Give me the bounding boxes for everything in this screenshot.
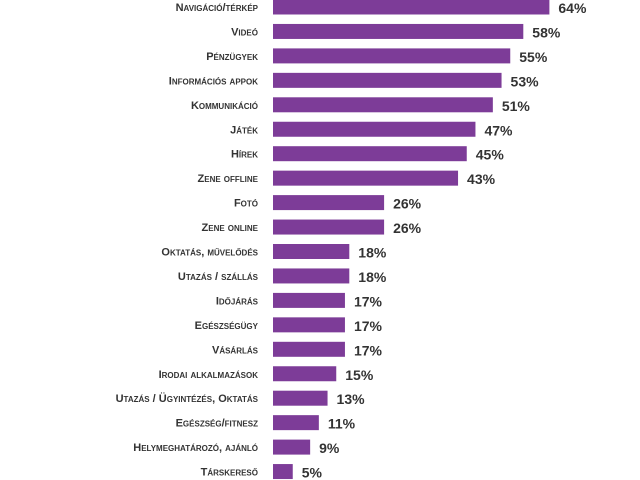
value-label: 18% (358, 245, 387, 261)
bar (271, 364, 339, 384)
category-label: Egészségügy (195, 320, 259, 332)
category-label: Irodai alkalmazások (159, 369, 259, 381)
value-label: 9% (319, 440, 340, 456)
category-label: Utazás / szállás (178, 271, 259, 283)
value-label: 5% (302, 465, 323, 480)
bar (271, 144, 469, 164)
value-label: 51% (502, 98, 531, 114)
category-label: Utazás / Ügyintézés, Oktatás (116, 392, 259, 405)
value-label: 64% (558, 0, 587, 16)
value-label: 45% (476, 147, 505, 163)
category-labels: Navigáció/térkép Videó Pénzügyek Információ… (116, 2, 259, 479)
bar (271, 437, 313, 457)
category-label: Vásárlás (212, 344, 259, 356)
value-labels: 64% 58% 55% 53% 51% 47% 45% 43% 26% 26% 18% 18% 17% 1… (302, 0, 587, 480)
value-label: 58% (532, 24, 561, 40)
bar (271, 462, 295, 480)
category-label: Kommunikáció (191, 100, 258, 112)
bar (271, 70, 504, 90)
value-label: 47% (484, 122, 513, 138)
value-label: 15% (345, 367, 374, 383)
category-label: Időjárás (216, 295, 259, 307)
category-label: Videó (231, 26, 258, 38)
bar (271, 290, 347, 310)
bar (271, 46, 513, 66)
bar (271, 339, 347, 359)
category-label: Fotó (234, 198, 258, 210)
bar (271, 119, 478, 139)
value-label: 26% (393, 196, 422, 212)
category-label: Hírek (231, 149, 258, 161)
value-label: 13% (337, 391, 366, 407)
bars (271, 0, 552, 480)
category-label: Zene online (202, 222, 259, 234)
category-label: Pénzügyek (206, 51, 258, 63)
category-label: Társkereső (201, 467, 258, 479)
value-label: 53% (511, 73, 540, 89)
bar (271, 388, 330, 408)
category-label: Játék (230, 124, 258, 136)
value-label: 26% (393, 220, 422, 236)
value-label: 17% (354, 318, 383, 334)
value-label: 17% (354, 342, 383, 358)
value-label: 11% (328, 416, 356, 432)
category-label: Zene offline (198, 173, 259, 185)
category-label: Navigáció/térkép (176, 2, 259, 14)
bar (271, 266, 352, 286)
category-label: Oktatás, művelődés (161, 247, 258, 259)
bar (271, 21, 526, 41)
category-label: Információs appok (169, 75, 258, 87)
value-label: 43% (467, 171, 496, 187)
value-label: 55% (519, 49, 548, 65)
value-label: 18% (358, 269, 387, 285)
bar (271, 315, 347, 335)
bar (271, 217, 387, 237)
bar (271, 242, 352, 261)
bar (271, 168, 461, 188)
value-label: 17% (354, 293, 383, 309)
bar (271, 0, 552, 17)
bar (271, 193, 387, 213)
category-label: Helymeghatározó, ajánló (133, 442, 258, 454)
bar (271, 95, 495, 115)
category-label: Egészség/fitnesz (176, 418, 259, 430)
bar (271, 413, 321, 433)
